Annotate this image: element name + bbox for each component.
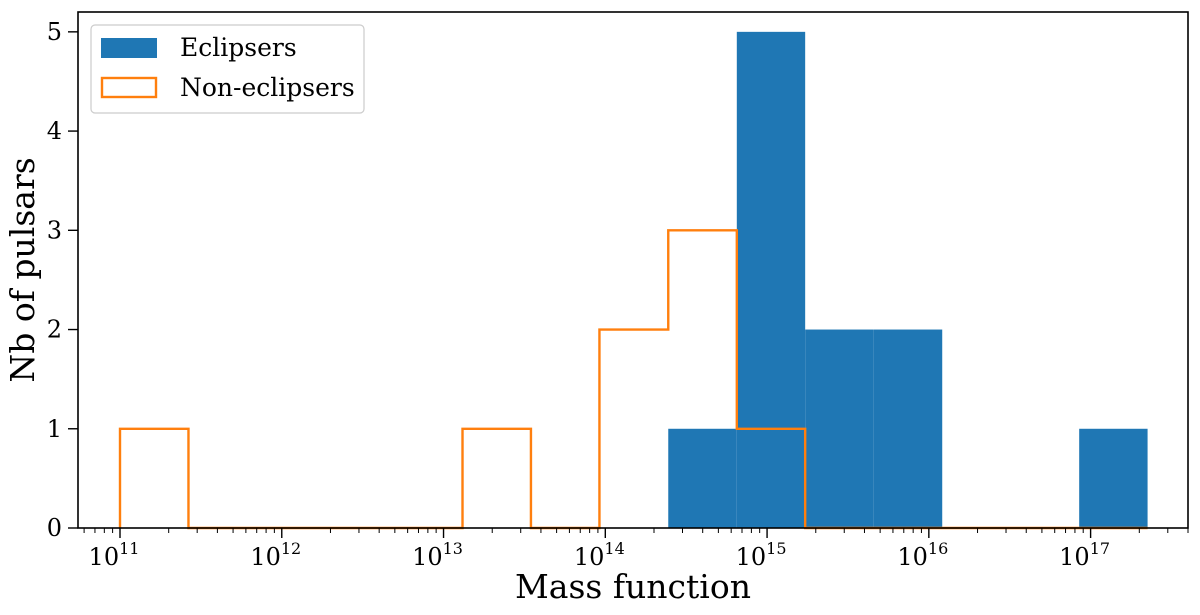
step-line-non-eclipsers xyxy=(118,229,1148,530)
legend-swatch-non-eclipsers xyxy=(100,76,158,99)
legend-swatch-eclipsers xyxy=(101,38,157,58)
plot-layer xyxy=(118,31,1148,530)
bar-eclipsers xyxy=(805,329,874,528)
legend-frame xyxy=(90,24,365,114)
bar-eclipsers xyxy=(736,31,806,528)
y-tick-label: 4 xyxy=(47,117,62,145)
y-tick-label: 0 xyxy=(47,514,62,542)
axes-frame xyxy=(77,11,1189,529)
legend-label-eclipsers: Eclipsers xyxy=(180,33,297,62)
y-axis-label: Nb of pulsars xyxy=(3,157,42,382)
bar-eclipsers xyxy=(668,428,737,528)
y-tick-label: 1 xyxy=(47,415,62,443)
y-tick-label: 2 xyxy=(47,316,62,344)
y-tick-label: 3 xyxy=(47,216,62,244)
x-tick-label: 1011 xyxy=(89,539,140,571)
x-tick-label: 1017 xyxy=(1059,539,1110,571)
legend: Eclipsers Non-eclipsers xyxy=(90,24,365,114)
legend-label-non-eclipsers: Non-eclipsers xyxy=(180,73,355,102)
bar-eclipsers xyxy=(1079,428,1148,528)
bar-eclipsers xyxy=(873,329,943,528)
x-tick-label: 1012 xyxy=(250,539,301,571)
y-tick-label: 5 xyxy=(47,18,62,46)
x-tick-label: 1013 xyxy=(412,539,463,571)
x-axis-label: Mass function xyxy=(515,567,751,606)
x-tick-label: 1016 xyxy=(897,539,948,571)
